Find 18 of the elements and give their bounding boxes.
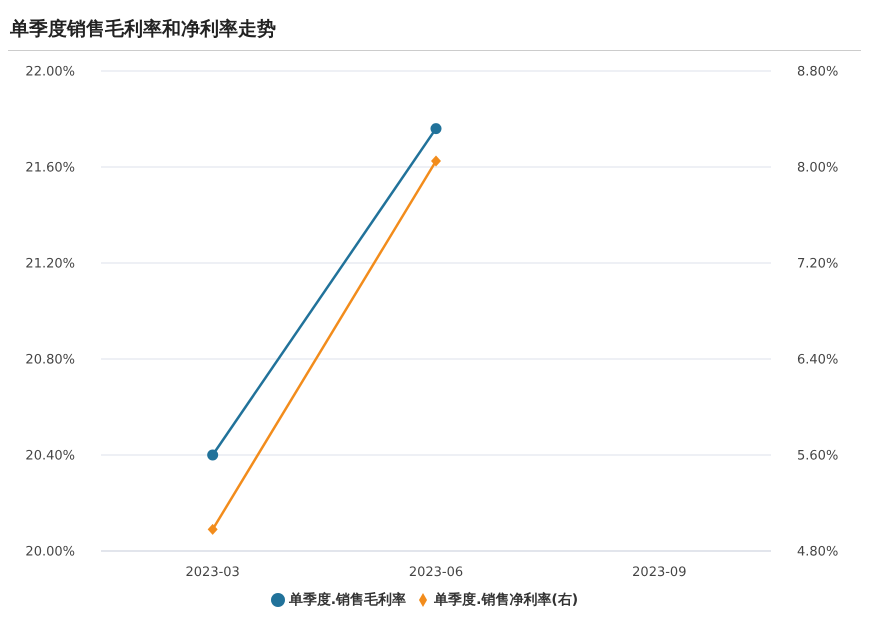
y-tick-label: 20.00% <box>25 544 75 560</box>
y-tick-label: 20.80% <box>25 352 75 368</box>
y2-tick-label: 4.80% <box>797 544 838 560</box>
y2-tick-label: 5.60% <box>797 448 838 464</box>
y2-tick-label: 6.40% <box>797 352 838 368</box>
y-tick-label: 21.60% <box>25 160 75 176</box>
legend-label: 单季度.销售毛利率 <box>288 592 406 608</box>
y2-tick-label: 7.20% <box>797 256 838 272</box>
y2-tick-label: 8.00% <box>797 160 838 176</box>
y2-tick-label: 8.80% <box>797 64 838 80</box>
legend-label: 单季度.销售净利率(右) <box>434 592 578 608</box>
y-tick-label: 21.20% <box>25 256 75 272</box>
y-tick-label: 20.40% <box>25 448 75 464</box>
x-tick-label: 2023-06 <box>408 565 464 580</box>
y-tick-label: 22.00% <box>25 64 75 80</box>
chart-title: 单季度销售毛利率和净利率走势 <box>8 8 861 51</box>
x-tick-label: 2023-09 <box>632 565 686 580</box>
x-tick-label: 2023-03 <box>186 565 240 580</box>
